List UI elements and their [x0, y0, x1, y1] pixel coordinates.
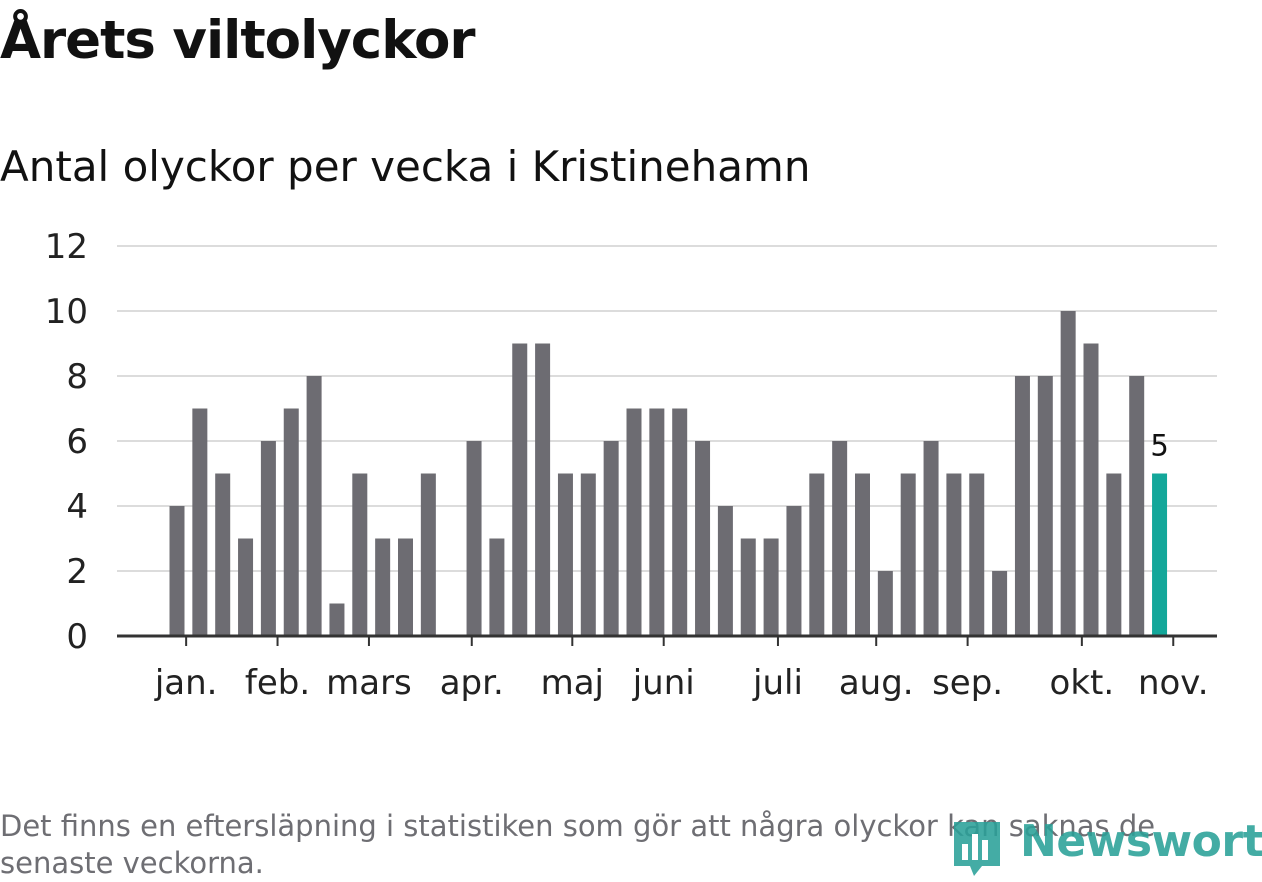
bar [717, 506, 733, 636]
bar [855, 473, 870, 636]
y-tick-label: 2 [66, 552, 88, 592]
bar [809, 473, 825, 636]
bar [557, 473, 573, 636]
bar [306, 376, 322, 636]
x-tick-label: nov. [1138, 663, 1209, 703]
bar [489, 538, 505, 636]
bar [649, 408, 665, 636]
bar [215, 473, 231, 636]
bar [1129, 376, 1145, 636]
bar [1106, 473, 1122, 636]
bar [832, 441, 848, 636]
bar [420, 473, 436, 636]
x-tick-label: aug. [839, 663, 914, 703]
y-tick-label: 12 [45, 227, 88, 267]
x-tick-label: okt. [1050, 663, 1115, 703]
bar [192, 408, 208, 636]
bar [695, 441, 711, 636]
x-tick-label: juni [632, 663, 695, 703]
logo-text: Newsworthy [1020, 816, 1262, 867]
bar [1060, 311, 1076, 636]
x-tick-label: feb. [245, 663, 310, 703]
axes [117, 634, 1217, 646]
bar [603, 441, 619, 636]
bar [740, 538, 756, 636]
chart-title: Årets viltolyckor [0, 10, 476, 71]
bar [398, 538, 413, 636]
bar [946, 473, 962, 636]
bar-chart: 0 2 4 6 8 10 12 5 jan. feb. mars apr. maj juni juli aug… [45, 227, 1217, 703]
bar [1083, 343, 1099, 636]
gridlines [117, 245, 1217, 572]
bar [626, 408, 642, 636]
bar [1014, 376, 1030, 636]
bar [877, 571, 893, 636]
newsworthy-logo-icon [954, 822, 1000, 876]
y-tick-label: 8 [66, 357, 88, 397]
y-tick-label: 0 [66, 617, 88, 657]
bar [375, 538, 391, 636]
bar [672, 408, 688, 636]
labels: 0 2 4 6 8 10 12 5 jan. feb. mars apr. maj juni juli aug… [45, 227, 1209, 703]
y-tick-label: 10 [45, 292, 88, 332]
bar [329, 603, 345, 636]
bar [786, 506, 802, 636]
x-tick-label: apr. [440, 663, 504, 703]
bar [580, 473, 596, 636]
bar [923, 441, 939, 636]
bar [260, 441, 276, 636]
x-tick-label: jan. [154, 663, 218, 703]
bar [169, 506, 185, 636]
bar [1037, 376, 1053, 636]
bar [352, 473, 368, 636]
bar [969, 473, 985, 636]
bar [283, 408, 299, 636]
bar-highlight [1152, 473, 1168, 636]
y-tick-label: 4 [66, 487, 88, 527]
chart-subtitle: Antal olyckor per vecka i Kristinehamn [0, 142, 811, 191]
x-tick-label: mars [326, 663, 412, 703]
y-tick-label: 6 [66, 422, 88, 462]
bar [238, 538, 254, 636]
x-tick-label: juli [752, 663, 803, 703]
bars [169, 311, 1168, 636]
bar [900, 473, 916, 636]
bar [466, 441, 482, 636]
bar [512, 343, 528, 636]
x-tick-label: sep. [932, 663, 1003, 703]
x-tick-label: maj [541, 663, 604, 703]
newsworthy-logo: Newsworthy [952, 816, 1262, 876]
bar [992, 571, 1008, 636]
data-label: 5 [1150, 429, 1168, 463]
bar [535, 343, 551, 636]
bar [763, 538, 779, 636]
